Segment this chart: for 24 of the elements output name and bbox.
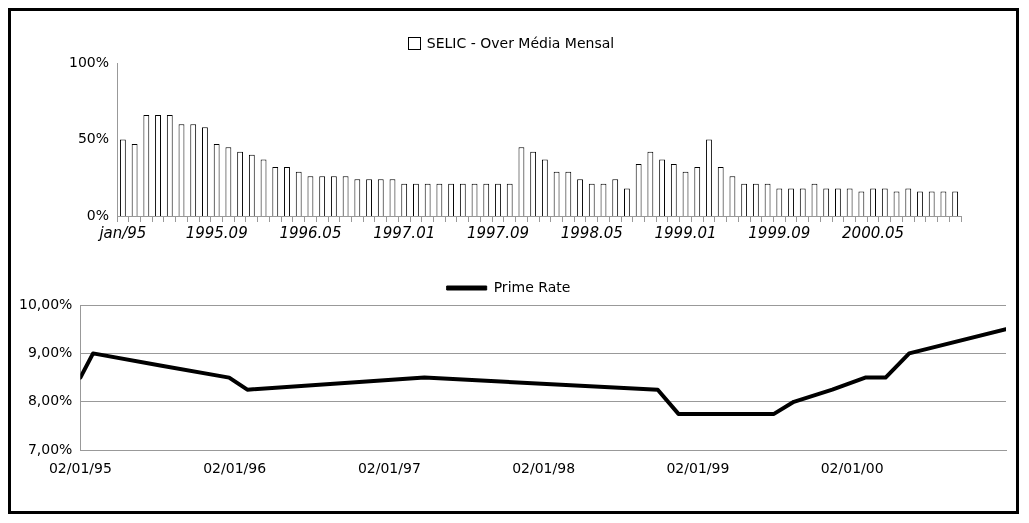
x-tick-label: 1997.09 [466, 223, 529, 242]
x-tick-label: 1999.09 [748, 223, 811, 242]
x-tick-label: 1997.01 [373, 223, 436, 242]
y-tick-label: 50% [77, 130, 110, 147]
y-tick-label: 8,00% [27, 392, 73, 409]
y-tick-label: 9,00% [27, 344, 73, 361]
x-tick-label: 1995.09 [185, 223, 248, 242]
x-tick-label: 02/01/96 [203, 460, 267, 477]
text: SELIC - Over Média Mensal [426, 35, 615, 51]
x-tick-label: 02/01/97 [357, 460, 421, 477]
y-tick-label: 100% [68, 53, 110, 70]
x-tick-label: jan/95 [97, 223, 147, 242]
x-tick-label: 1999.01 [654, 223, 717, 242]
x-tick-label: 1998.05 [560, 223, 623, 242]
y-tick-label: 7,00% [27, 440, 73, 457]
x-tick-label: 2000.05 [842, 223, 905, 242]
y-tick-label: 10,00% [18, 295, 73, 312]
x-tick-label: 02/01/00 [820, 460, 884, 477]
x-tick-label: 02/01/99 [666, 460, 730, 477]
x-tick-label: 1996.05 [279, 223, 342, 242]
x-tick-label: 02/01/95 [48, 460, 112, 477]
y-tick-label: 0% [86, 206, 110, 223]
x-tick-label: 02/01/98 [512, 460, 576, 477]
legend-label: Prime Rate [493, 278, 571, 295]
